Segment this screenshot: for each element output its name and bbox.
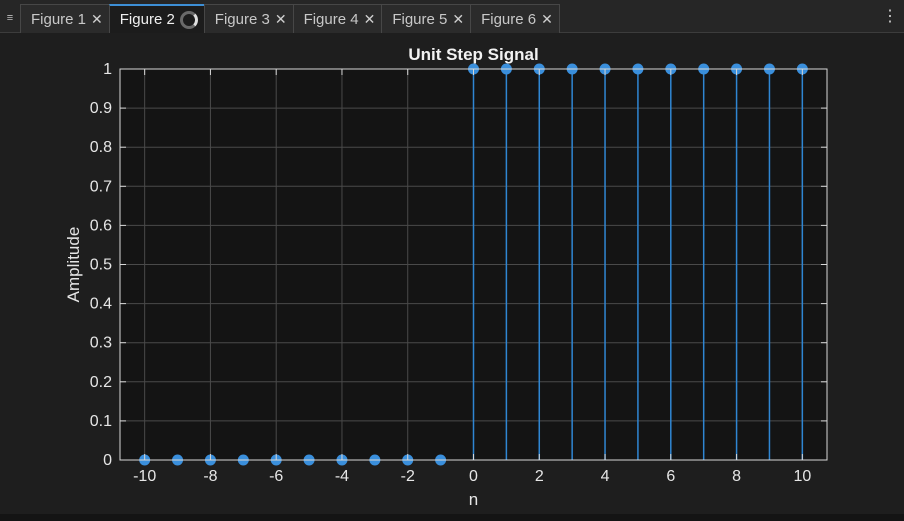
tab-figure-3[interactable]: Figure 3 ✕	[203, 4, 294, 33]
more-options-icon[interactable]: ⋮	[882, 8, 898, 25]
x-tick-label: -2	[401, 468, 415, 485]
axis-ticks: -10 -8 -6 -4 -2 0 2 4 6 8 10 0 0.1 0.2 0.3 0.4 0.5 0.6 0.7…	[90, 61, 827, 485]
close-icon[interactable]: ✕	[91, 10, 103, 27]
y-tick-label: 0.1	[90, 413, 112, 430]
x-tick-label: 10	[793, 468, 811, 485]
x-tick-label: -10	[133, 468, 156, 485]
y-tick-label: 0.2	[90, 374, 112, 391]
close-icon[interactable]: ✕	[452, 10, 465, 27]
y-tick-label: 0.4	[90, 296, 112, 313]
y-tick-label: 0.8	[90, 139, 112, 156]
figure-tab-bar: ≡ Figure 1 ✕ Figure 2 Figure 3 ✕ Figure …	[0, 0, 904, 33]
y-tick-label: 0.7	[90, 178, 112, 195]
loading-spinner-icon	[179, 10, 198, 29]
chart-title: Unit Step Signal	[408, 45, 538, 64]
tab-label: Figure 2	[119, 11, 175, 28]
stem-chart: -10 -8 -6 -4 -2 0 2 4 6 8 10 0 0.1 0.2 0.3 0.4 0.5 0.6 0.7…	[64, 45, 828, 509]
tab-figure-2[interactable]: Figure 2	[108, 4, 205, 33]
tab-figure-1[interactable]: Figure 1 ✕	[20, 4, 110, 33]
y-tick-label: 0.6	[90, 217, 112, 234]
tab-label: Figure 5	[392, 10, 448, 28]
y-tick-label: 1	[103, 61, 112, 78]
tab-figure-5[interactable]: Figure 5 ✕	[381, 4, 472, 33]
y-axis-label: Amplitude	[64, 227, 83, 303]
tab-label: Figure 4	[303, 10, 359, 28]
close-icon[interactable]: ✕	[541, 10, 553, 27]
x-tick-label: -6	[269, 468, 283, 485]
x-tick-label: 2	[535, 468, 544, 485]
x-tick-label: 8	[732, 468, 741, 485]
bottom-strip	[0, 514, 904, 521]
tab-label: Figure 3	[214, 10, 270, 28]
x-tick-label: 6	[666, 468, 675, 485]
x-tick-label: 0	[469, 468, 478, 485]
x-tick-label: -4	[335, 468, 349, 485]
figure-tabs: Figure 1 ✕ Figure 2 Figure 3 ✕ Figure 4 …	[20, 4, 560, 33]
x-axis-label: n	[469, 490, 478, 509]
tab-figure-4[interactable]: Figure 4 ✕	[292, 4, 383, 33]
close-icon[interactable]: ✕	[363, 10, 376, 27]
y-tick-label: 0.9	[90, 100, 112, 117]
figure-canvas: -10 -8 -6 -4 -2 0 2 4 6 8 10 0 0.1 0.2 0.3 0.4 0.5 0.6 0.7…	[0, 34, 904, 514]
x-tick-label: -8	[203, 468, 217, 485]
y-tick-label: 0.3	[90, 335, 112, 352]
x-tick-label: 4	[601, 468, 610, 485]
tab-menu-icon[interactable]: ≡	[6, 12, 14, 24]
y-tick-label: 0.5	[90, 257, 112, 274]
tab-label: Figure 1	[31, 10, 87, 28]
y-tick-label: 0	[103, 452, 112, 469]
tab-label: Figure 6	[481, 10, 537, 28]
close-icon[interactable]: ✕	[274, 10, 287, 27]
tab-figure-6[interactable]: Figure 6 ✕	[470, 4, 560, 33]
